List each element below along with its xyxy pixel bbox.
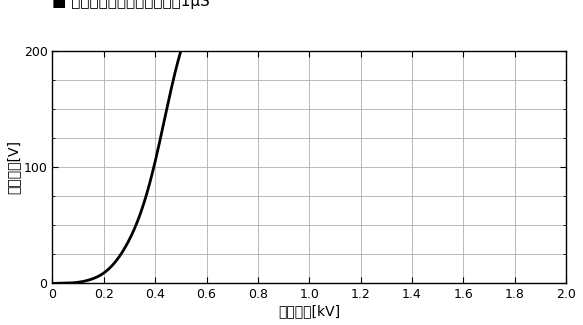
- Y-axis label: 出力電圧[V]: 出力電圧[V]: [7, 140, 21, 194]
- X-axis label: 入力電圧[kV]: 入力電圧[kV]: [278, 304, 340, 318]
- Text: ■ パルス減衰特性　パルス庄1μS: ■ パルス減衰特性 パルス庄1μS: [52, 0, 210, 9]
